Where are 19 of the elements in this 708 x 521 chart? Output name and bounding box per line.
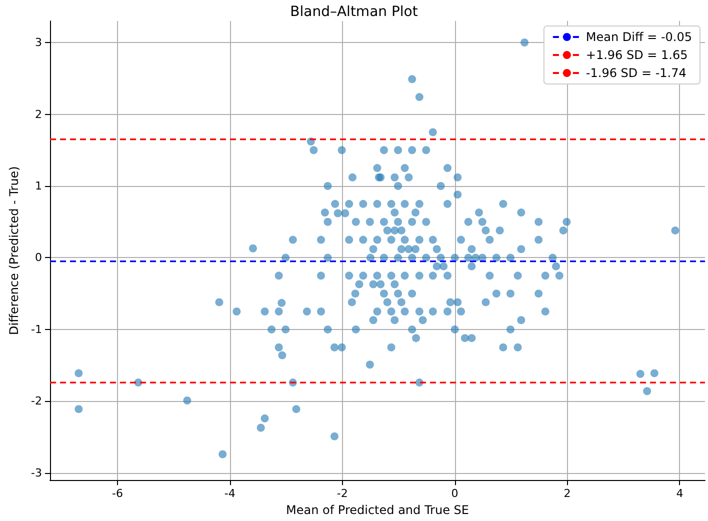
chart-title: Bland–Altman Plot — [290, 4, 418, 20]
x-tick-label: -4 — [224, 487, 236, 500]
y-tick-label: -2 — [31, 394, 42, 408]
y-axis-title: Difference (Predicted - True) — [7, 166, 21, 335]
x-tick-label: 0 — [451, 487, 458, 500]
legend-label: +1.96 SD = 1.65 — [586, 48, 688, 62]
x-axis-title: Mean of Predicted and True SE — [286, 503, 469, 517]
x-tick-label: 4 — [676, 487, 684, 500]
y-tick-label: 0 — [35, 251, 42, 264]
y-tick-label: -1 — [31, 322, 42, 336]
x-tick-label: 2 — [564, 487, 571, 500]
y-tick-label: 1 — [35, 179, 42, 192]
legend-label: Mean Diff = -0.05 — [586, 30, 692, 44]
y-tick-label: -3 — [31, 466, 42, 480]
y-tick-label: 3 — [35, 36, 42, 50]
legend-label: -1.96 SD = -1.74 — [586, 66, 686, 80]
y-tick-label: 2 — [35, 108, 42, 121]
x-tick-label: -6 — [112, 487, 123, 500]
x-tick-label: -2 — [336, 487, 348, 500]
